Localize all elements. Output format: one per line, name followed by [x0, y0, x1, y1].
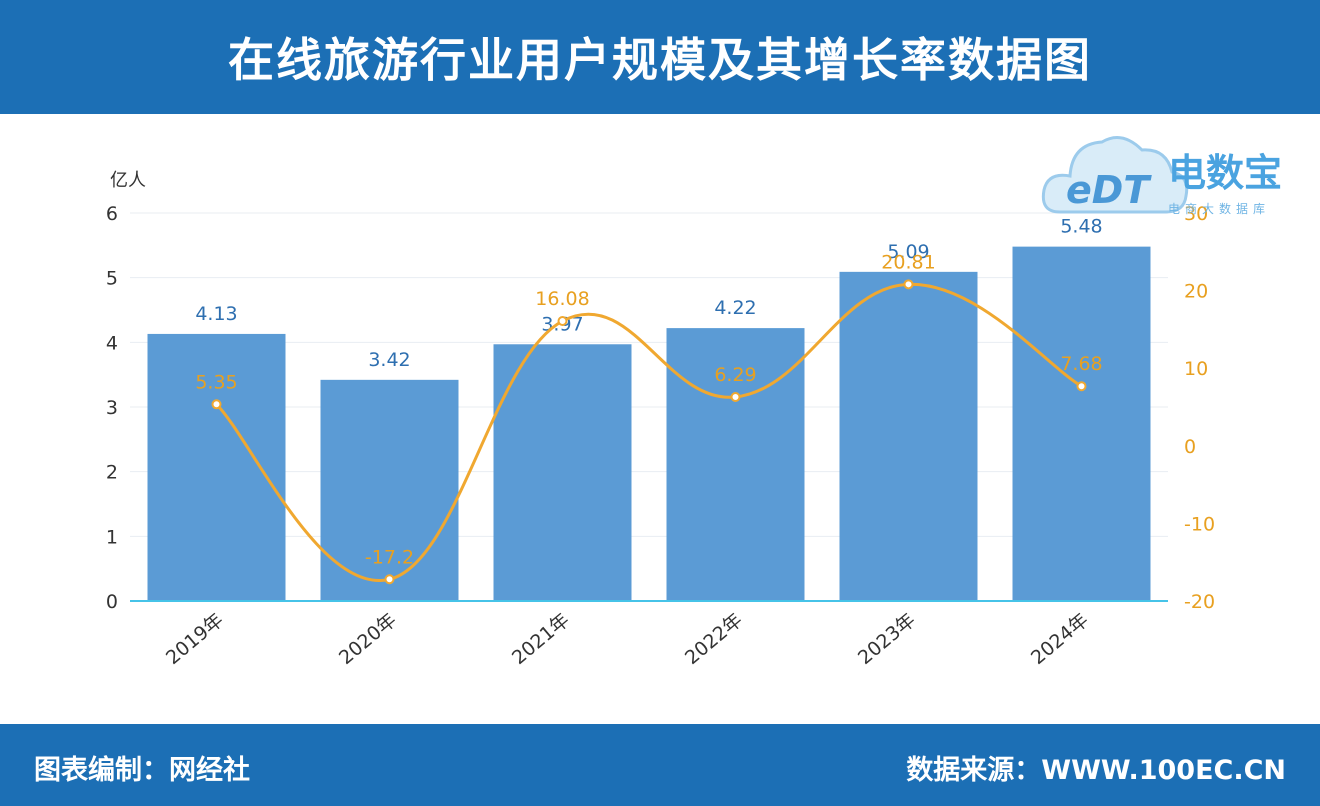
bar — [839, 271, 978, 601]
footer-credit: 图表编制：网经社 — [34, 755, 250, 786]
watermark-mark: eDT — [1066, 168, 1150, 212]
y-right-tick-label: 20 — [1184, 281, 1208, 303]
bar — [320, 379, 459, 601]
y-left-tick-label: 6 — [106, 203, 118, 225]
y-right-tick-label: 30 — [1184, 203, 1208, 225]
x-tick-label: 2023年 — [854, 609, 920, 669]
x-tick-label: 2021年 — [508, 609, 574, 669]
growth-value-label: 6.29 — [714, 364, 756, 386]
y-left-axis-label: 亿人 — [110, 170, 146, 191]
growth-value-label: 20.81 — [881, 251, 935, 273]
watermark-brand: 电数宝 — [1168, 151, 1283, 195]
bar — [147, 333, 286, 601]
bar-value-label: 4.22 — [714, 297, 756, 319]
bar — [1012, 246, 1151, 602]
y-right-tick-label: -20 — [1184, 591, 1215, 613]
growth-point — [384, 574, 395, 585]
y-right-tick-label: 0 — [1184, 436, 1196, 458]
growth-point — [1076, 381, 1087, 392]
chart-title: 在线旅游行业用户规模及其增长率数据图 — [228, 33, 1092, 87]
chart-footer: 图表编制：网经社 数据来源：WWW.100EC.CN — [0, 724, 1320, 806]
growth-point — [557, 316, 568, 327]
bar-value-label: 4.13 — [195, 303, 237, 325]
y-left-tick-label: 3 — [106, 397, 118, 419]
x-tick-label: 2020年 — [335, 609, 401, 669]
growth-point — [211, 399, 222, 410]
y-left-tick-label: 2 — [106, 462, 118, 484]
bar — [666, 328, 805, 601]
growth-value-label: 16.08 — [535, 288, 589, 310]
x-tick-label: 2024年 — [1027, 609, 1093, 669]
bar-value-label: 5.09 — [887, 241, 929, 263]
bar-value-label: 5.48 — [1060, 216, 1102, 238]
y-right-tick-label: 10 — [1184, 358, 1208, 380]
growth-point — [903, 279, 914, 290]
cloud-icon — [1041, 136, 1189, 214]
x-tick-label: 2019年 — [162, 609, 228, 669]
x-tick-label: 2022年 — [681, 609, 747, 669]
y-left-tick-label: 1 — [106, 526, 118, 548]
bar-value-label: 3.42 — [368, 349, 410, 371]
y-left-tick-label: 4 — [106, 332, 118, 354]
y-right-tick-label: -10 — [1184, 513, 1215, 535]
growth-value-label: 7.68 — [1060, 353, 1102, 375]
y-left-tick-label: 5 — [106, 268, 118, 290]
footer-source: 数据来源：WWW.100EC.CN — [906, 755, 1286, 786]
watermark-sub: 电商大数据库 — [1168, 202, 1271, 216]
growth-point — [730, 391, 741, 402]
y-left-tick-label: 0 — [106, 591, 118, 613]
growth-value-label: -17.2 — [365, 546, 414, 568]
bar — [493, 344, 632, 601]
chart-header: 在线旅游行业用户规模及其增长率数据图 — [0, 0, 1320, 114]
watermark-logo — [1040, 120, 1310, 230]
growth-value-label: 5.35 — [195, 371, 237, 393]
